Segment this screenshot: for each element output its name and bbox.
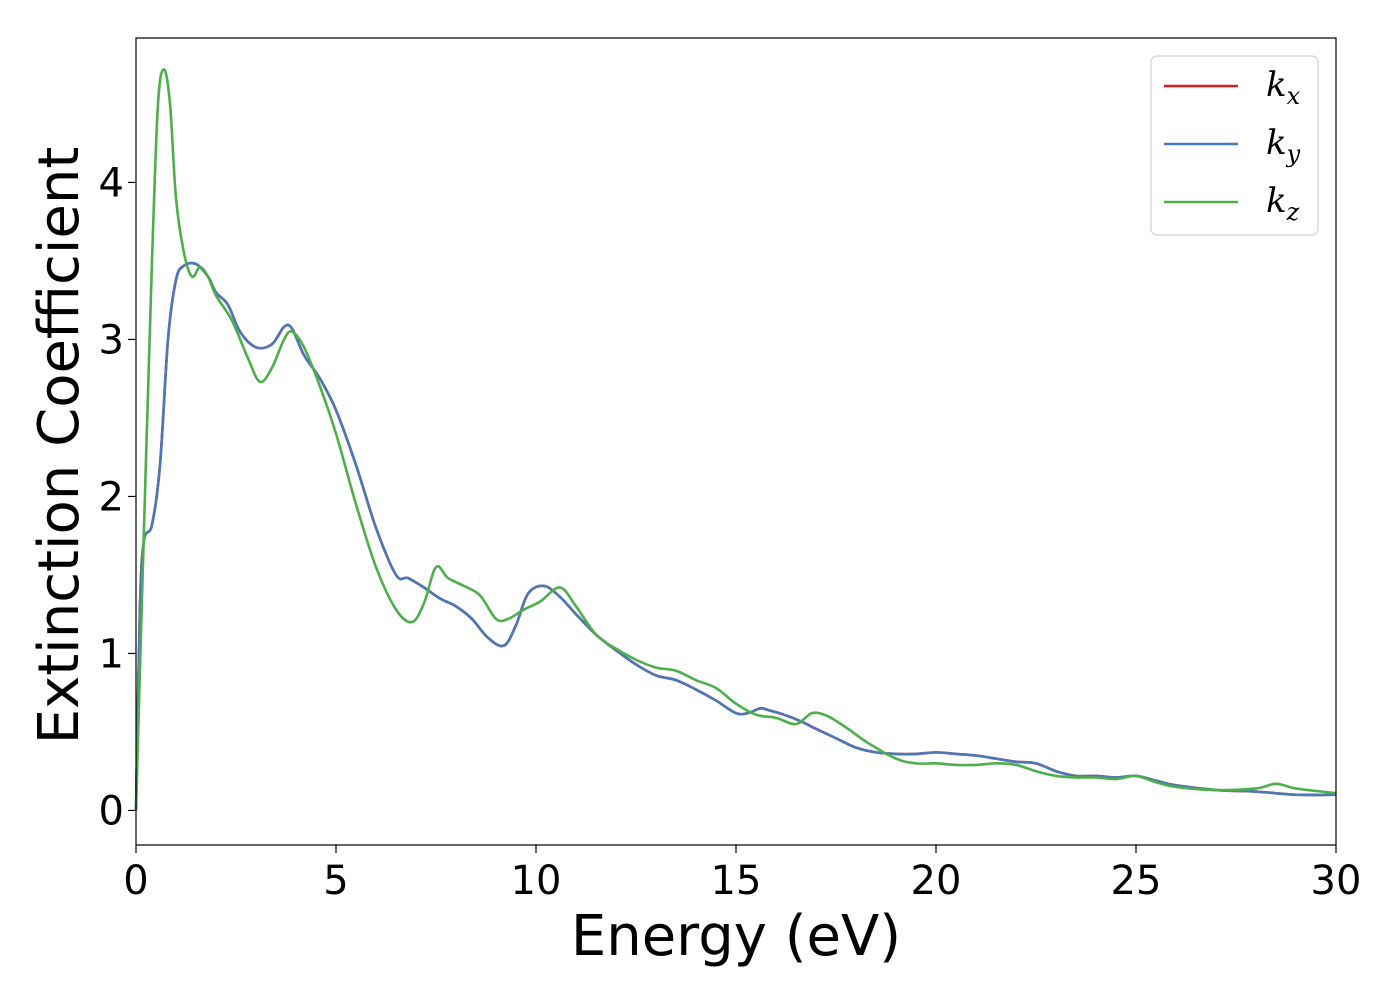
series-line-y xyxy=(134,261,1337,811)
x-tick-label: 20 xyxy=(911,858,962,904)
x-tick-label: 10 xyxy=(511,858,562,904)
y-axis-title: Extinction Coefficient xyxy=(27,147,92,745)
x-axis: 0 5 10 15 20 25 30 xyxy=(123,845,1361,904)
legend-label-y: ky xyxy=(1266,123,1301,168)
y-tick-label: 0 xyxy=(99,788,124,834)
y-tick-label: 3 xyxy=(99,317,124,363)
series-layer xyxy=(134,68,1337,811)
series-line-z xyxy=(134,68,1337,811)
legend-box xyxy=(1150,55,1319,236)
legend-label-z: kz xyxy=(1266,181,1300,226)
y-tick-label: 1 xyxy=(99,631,124,677)
y-tick-label: 4 xyxy=(99,160,124,206)
x-tick-label: 0 xyxy=(123,858,148,904)
x-tick-label: 5 xyxy=(323,858,348,904)
y-axis: 0 1 2 3 4 xyxy=(99,160,136,834)
legend: kx ky kz xyxy=(1150,55,1319,236)
x-tick-label: 30 xyxy=(1311,858,1362,904)
x-tick-label: 25 xyxy=(1111,858,1162,904)
legend-label-x: kx xyxy=(1266,65,1301,110)
y-tick-label: 2 xyxy=(99,474,124,520)
x-axis-title: Energy (eV) xyxy=(571,904,901,969)
x-tick-label: 15 xyxy=(711,858,762,904)
